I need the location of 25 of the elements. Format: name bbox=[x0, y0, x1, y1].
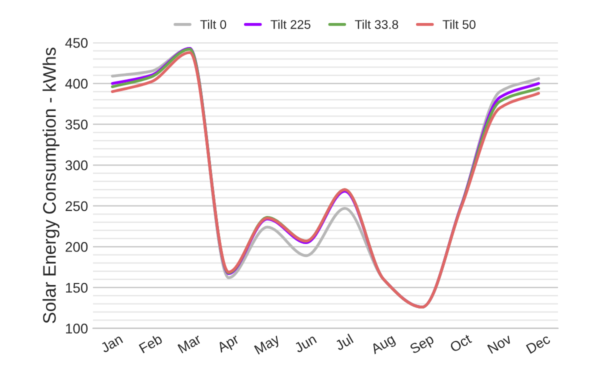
legend-label: Tilt 50 bbox=[442, 20, 476, 29]
legend-label: Tilt 33.8 bbox=[354, 20, 398, 29]
y-tick-label: 150 bbox=[66, 282, 88, 293]
y-tick-label: 300 bbox=[66, 160, 88, 170]
y-tick-label: 450 bbox=[65, 38, 88, 48]
y-tick-label: 250 bbox=[66, 201, 88, 212]
x-tick-label: Dec bbox=[526, 334, 551, 354]
x-tick-label: Jan bbox=[100, 334, 124, 354]
x-tick-label: Mar bbox=[178, 334, 202, 354]
y-tick-label: 350 bbox=[66, 120, 88, 130]
y-axis-title: Solar Energy Consumption - kWhs bbox=[42, 48, 60, 324]
y-tick-label: 100 bbox=[66, 324, 88, 334]
x-tick-label: Aug bbox=[370, 334, 397, 357]
y-tick-label: 400 bbox=[65, 78, 88, 89]
x-tick-label: Jun bbox=[294, 334, 317, 354]
x-tick-label: Feb bbox=[138, 333, 163, 354]
x-tick-label: Jul bbox=[334, 334, 354, 351]
x-tick-label: Apr bbox=[216, 334, 242, 356]
y-tick-label: 200 bbox=[66, 242, 88, 252]
x-tick-label: Nov bbox=[487, 334, 512, 354]
x-tick-label: May bbox=[254, 334, 282, 357]
x-tick-label: Sep bbox=[409, 334, 436, 356]
x-tick-label: Oct bbox=[449, 334, 472, 353]
legend-label: Tilt 0 bbox=[200, 20, 226, 29]
legend-label: Tilt 225 bbox=[270, 20, 310, 29]
